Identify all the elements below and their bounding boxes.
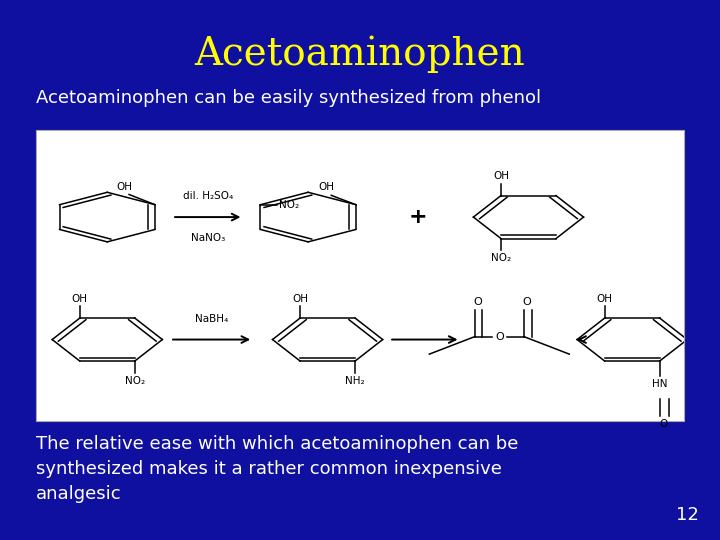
Text: NH₂: NH₂	[346, 376, 365, 386]
Text: O: O	[660, 420, 667, 429]
Text: OH: OH	[597, 294, 613, 303]
Text: OH: OH	[493, 171, 509, 181]
Text: NaNO₃: NaNO₃	[191, 233, 225, 243]
Text: dil. H₂SO₄: dil. H₂SO₄	[183, 191, 233, 201]
Text: NO₂: NO₂	[279, 200, 299, 210]
Text: 12: 12	[675, 506, 698, 524]
Bar	[36, 130, 684, 421]
Text: +: +	[409, 207, 428, 227]
Text: NaBH₄: NaBH₄	[195, 314, 228, 323]
Text: Acetoaminophen can be easily synthesized from phenol: Acetoaminophen can be easily synthesized…	[36, 89, 541, 107]
Text: OH: OH	[117, 181, 132, 192]
Text: Acetoaminophen: Acetoaminophen	[194, 35, 526, 72]
Text: O: O	[473, 298, 482, 307]
Text: NO₂: NO₂	[125, 376, 145, 386]
Text: The relative ease with which acetoaminophen can be
synthesized makes it a rather: The relative ease with which acetoaminop…	[36, 435, 518, 503]
Text: OH: OH	[72, 294, 88, 303]
Text: HN: HN	[652, 379, 667, 388]
Text: NO₂: NO₂	[491, 253, 511, 263]
Text: O: O	[522, 298, 531, 307]
Text: OH: OH	[319, 183, 335, 192]
Text: OH: OH	[292, 294, 308, 303]
Text: O: O	[495, 332, 504, 342]
